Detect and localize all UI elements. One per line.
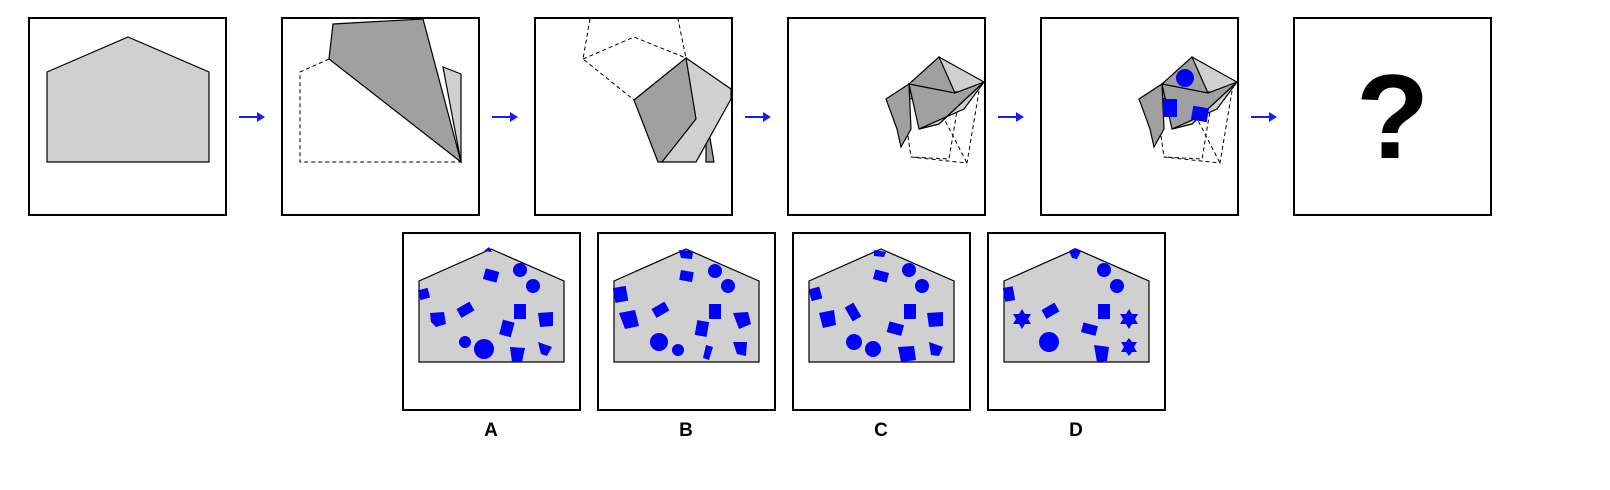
step-3-figure — [582, 19, 731, 163]
option-a-panel[interactable] — [402, 232, 581, 411]
question-panel: ? — [1293, 17, 1492, 216]
option-d-label: D — [1069, 420, 1083, 441]
question-mark: ? — [1355, 50, 1430, 184]
step-2-panel — [281, 17, 480, 216]
step-5-figure — [1138, 55, 1237, 164]
option-c-label: C — [874, 420, 888, 441]
step-1-panel — [28, 17, 227, 216]
option-b-panel[interactable] — [597, 232, 776, 411]
arrow-5 — [1250, 110, 1278, 129]
option-a-figure — [417, 247, 565, 363]
arrow-4 — [997, 110, 1025, 129]
step-4-figure — [885, 55, 984, 164]
option-d-figure — [1002, 248, 1150, 363]
option-d-panel[interactable] — [987, 232, 1166, 411]
step-2-figure — [299, 19, 463, 164]
arrow-2 — [491, 110, 519, 129]
option-c-panel[interactable] — [792, 232, 971, 411]
option-b-figure — [612, 248, 760, 363]
hole-square-2 — [1190, 105, 1210, 123]
hole-circle — [1176, 69, 1194, 87]
arrow-1 — [238, 110, 266, 129]
arrow-3 — [744, 110, 772, 129]
step-4-panel — [787, 17, 986, 216]
option-b-label: B — [679, 420, 693, 441]
step-5-panel — [1040, 17, 1239, 216]
option-a-label: A — [484, 420, 498, 441]
step-1-figure — [46, 36, 210, 163]
hole-square-1 — [1163, 99, 1177, 117]
step-3-panel — [534, 17, 733, 216]
option-c-figure — [808, 248, 955, 363]
